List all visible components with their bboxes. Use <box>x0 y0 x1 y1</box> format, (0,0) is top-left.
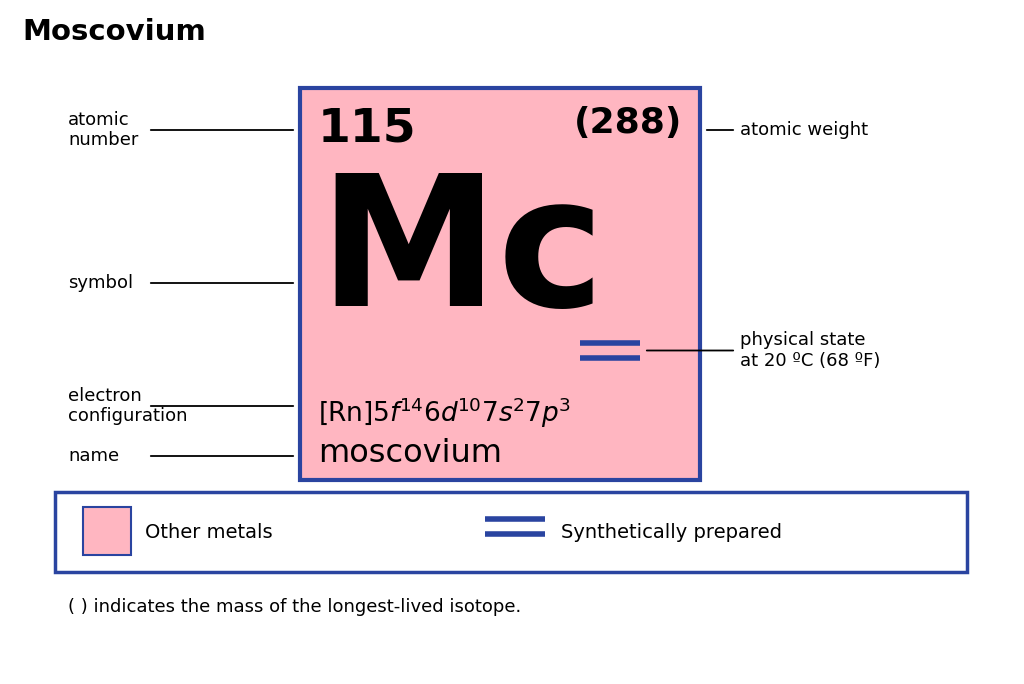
Text: Other metals: Other metals <box>145 523 272 542</box>
Bar <box>55 492 967 572</box>
Text: ( ) indicates the mass of the longest-lived isotope.: ( ) indicates the mass of the longest-li… <box>68 598 521 616</box>
Text: atomic weight: atomic weight <box>740 121 868 139</box>
Text: moscovium: moscovium <box>318 438 502 469</box>
Text: 115: 115 <box>318 106 417 151</box>
Text: atomic
number: atomic number <box>68 111 138 149</box>
Text: $\mathregular{[Rn]5}$$\mathit{f}$$\mathregular{^{14}}$$\mathregular{6}$$\mathit{: $\mathregular{[Rn]5}$$\mathit{f}$$\mathr… <box>318 396 570 430</box>
Text: name: name <box>68 447 119 465</box>
Bar <box>83 507 131 555</box>
Text: symbol: symbol <box>68 274 133 292</box>
Text: Moscovium: Moscovium <box>22 18 206 46</box>
Text: Synthetically prepared: Synthetically prepared <box>561 523 782 542</box>
Text: physical state
at 20 ºC (68 ºF): physical state at 20 ºC (68 ºF) <box>740 331 881 370</box>
Text: electron
configuration: electron configuration <box>68 386 187 425</box>
Text: Mc: Mc <box>318 168 604 344</box>
Bar <box>300 88 700 480</box>
Text: (288): (288) <box>573 106 682 140</box>
